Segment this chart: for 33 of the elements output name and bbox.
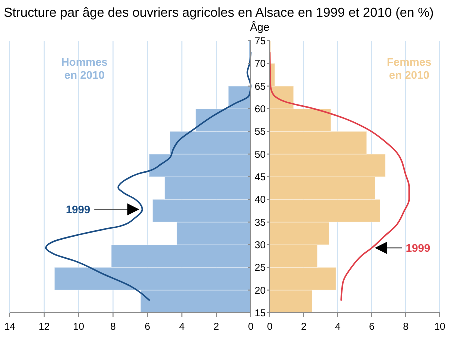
y-tick-label: 35 bbox=[254, 218, 266, 229]
x-tick-label: 8 bbox=[403, 322, 410, 333]
series-label: 1999 bbox=[66, 204, 91, 217]
y-tick-label: 15 bbox=[254, 308, 266, 320]
y-tick-label: 55 bbox=[254, 127, 266, 138]
x-tick-label: 10 bbox=[73, 322, 85, 333]
y-tick-label: 40 bbox=[254, 195, 266, 206]
y-tick-label: 75 bbox=[254, 36, 266, 48]
y-tick-label: 25 bbox=[254, 263, 266, 274]
chart-title: Structure par âge des ouvriers agricoles en Alsace en 1999 et 2010 (en %) bbox=[4, 5, 434, 20]
x-tick-label: 14 bbox=[4, 322, 16, 333]
x-tick-label: 2 bbox=[301, 322, 308, 333]
series-label: 1999 bbox=[406, 243, 430, 256]
x-tick-label: 0 bbox=[267, 322, 274, 333]
y-tick-label: 70 bbox=[254, 59, 266, 70]
y-tick-label: 60 bbox=[254, 104, 266, 116]
y-tick-label: 50 bbox=[254, 150, 266, 161]
x-tick-label: 10 bbox=[434, 322, 446, 333]
y-axis-title: Âge bbox=[250, 21, 270, 34]
y-tick-label: 65 bbox=[254, 82, 266, 93]
x-tick-label: 8 bbox=[110, 322, 117, 333]
y-tick-label: 45 bbox=[254, 172, 266, 184]
x-tick-label: 4 bbox=[179, 322, 186, 333]
x-tick-label: 6 bbox=[369, 322, 376, 333]
text: Femmes en 2010 bbox=[387, 57, 432, 82]
x-tick-label: 12 bbox=[38, 322, 50, 333]
x-tick-label: 2 bbox=[214, 322, 220, 333]
y-tick-label: 20 bbox=[254, 286, 266, 297]
y-tick-label: 30 bbox=[254, 240, 266, 252]
x-tick-label: 0 bbox=[248, 322, 254, 333]
text: Hommes en 2010 bbox=[61, 57, 108, 82]
x-tick-label: 4 bbox=[335, 322, 342, 333]
x-tick-label: 6 bbox=[144, 322, 151, 333]
